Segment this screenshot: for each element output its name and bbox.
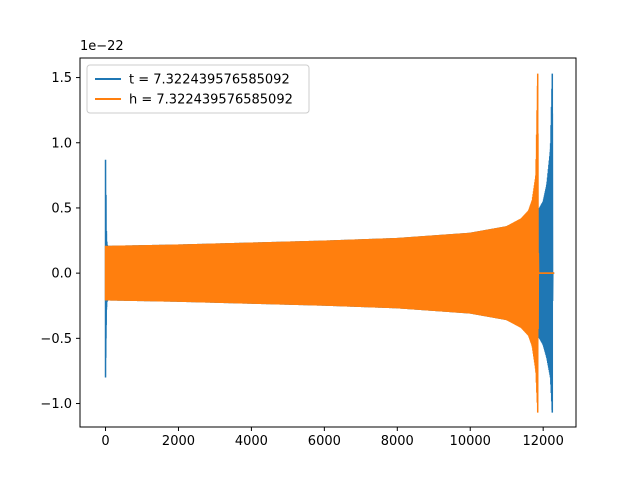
axes: 0 2000 4000 6000 8000 10000 12000 −1.0 −0.5 0.0 0.… — [40, 39, 577, 449]
x-tick-label: 6000 — [308, 434, 341, 449]
y-scale-label: 1e−22 — [80, 39, 124, 54]
x-tick-label: 4000 — [235, 434, 268, 449]
y-tick-label: −0.5 — [40, 332, 72, 347]
plot-area — [104, 73, 555, 413]
axes-frame — [79, 57, 577, 428]
x-tick-label: 10000 — [450, 434, 491, 449]
x-tick-label: 8000 — [381, 434, 414, 449]
y-tick-label: 1.0 — [51, 136, 72, 151]
x-tick-label: 0 — [101, 434, 109, 449]
y-tick-label: 0.5 — [51, 201, 72, 216]
legend: t = 7.322439576585092 h = 7.3224395765850… — [86, 64, 310, 114]
y-tick-label: 1.5 — [51, 71, 72, 86]
x-tick-label: 12000 — [522, 434, 563, 449]
y-tick-label: 0.0 — [51, 267, 72, 282]
legend-label-2: h = 7.322439576585092 — [129, 93, 293, 108]
y-tick-label: −1.0 — [40, 397, 72, 412]
legend-label-1: t = 7.322439576585092 — [129, 73, 290, 88]
series-line-2 — [104, 73, 555, 413]
legend-box — [86, 64, 310, 114]
x-tick-label: 2000 — [162, 434, 195, 449]
